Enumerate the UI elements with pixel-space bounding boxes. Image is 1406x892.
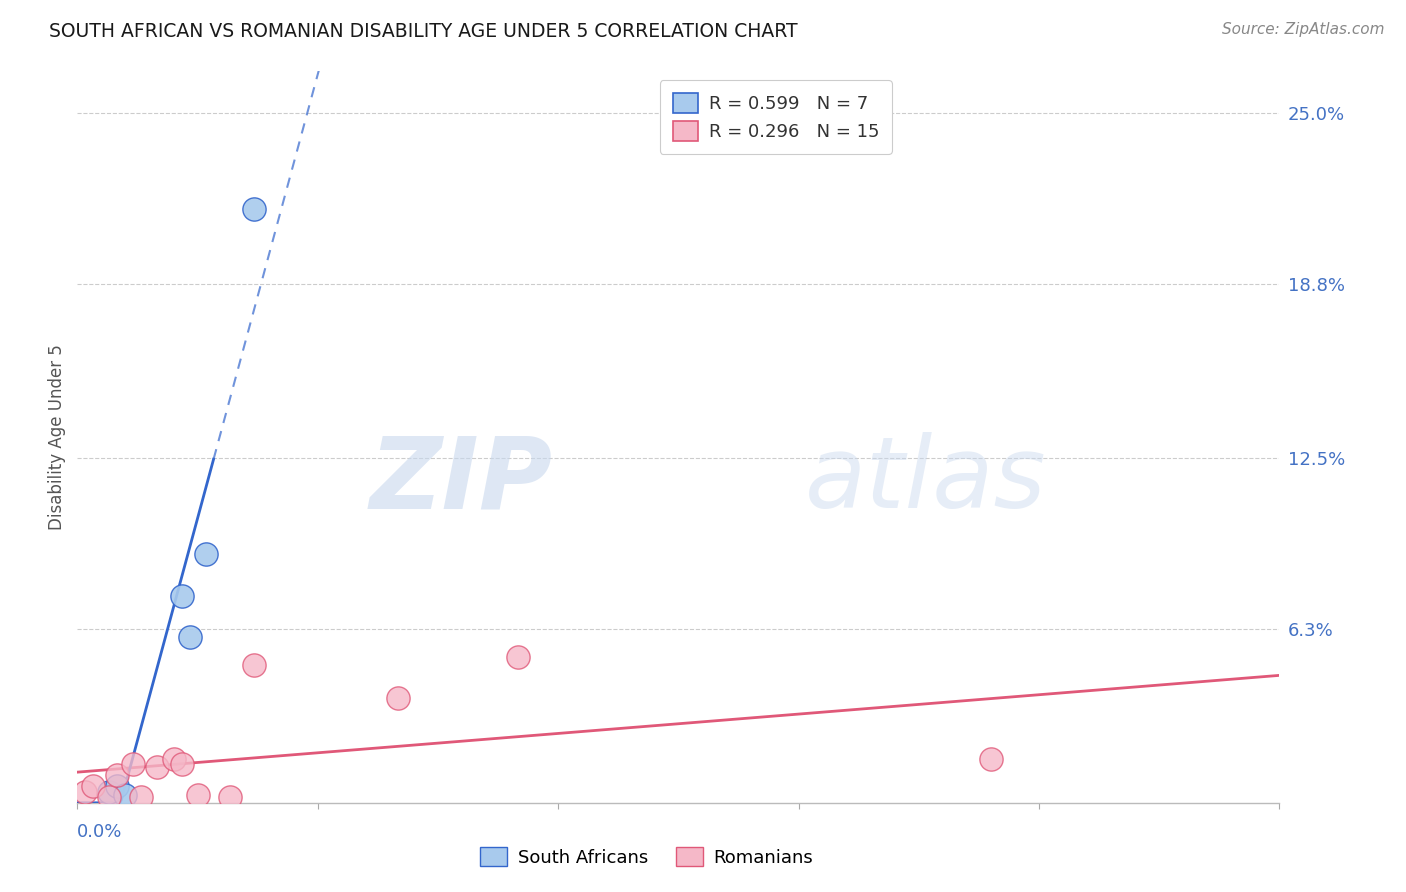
- Text: SOUTH AFRICAN VS ROMANIAN DISABILITY AGE UNDER 5 CORRELATION CHART: SOUTH AFRICAN VS ROMANIAN DISABILITY AGE…: [49, 22, 797, 41]
- Text: atlas: atlas: [804, 433, 1046, 530]
- Point: [508, 649, 530, 664]
- Point: [98, 785, 121, 799]
- Point: [218, 790, 240, 805]
- Point: [194, 548, 217, 562]
- Point: [122, 757, 145, 772]
- Point: [242, 657, 264, 672]
- Point: [187, 788, 209, 802]
- Point: [146, 760, 169, 774]
- Point: [242, 202, 264, 217]
- Text: 0.0%: 0.0%: [77, 823, 122, 841]
- Text: Source: ZipAtlas.com: Source: ZipAtlas.com: [1222, 22, 1385, 37]
- Point: [179, 630, 201, 644]
- Point: [162, 751, 184, 765]
- Point: [107, 779, 129, 793]
- Legend: R = 0.599   N = 7, R = 0.296   N = 15: R = 0.599 N = 7, R = 0.296 N = 15: [659, 80, 891, 153]
- Legend: South Africans, Romanians: South Africans, Romanians: [472, 840, 821, 874]
- Point: [114, 788, 136, 802]
- Point: [82, 779, 104, 793]
- Point: [387, 690, 409, 705]
- Point: [98, 790, 121, 805]
- Point: [170, 757, 193, 772]
- Point: [170, 589, 193, 603]
- Y-axis label: Disability Age Under 5: Disability Age Under 5: [48, 344, 66, 530]
- Text: ZIP: ZIP: [370, 433, 553, 530]
- Point: [107, 768, 129, 782]
- Point: [75, 785, 97, 799]
- Point: [131, 790, 153, 805]
- Point: [980, 751, 1002, 765]
